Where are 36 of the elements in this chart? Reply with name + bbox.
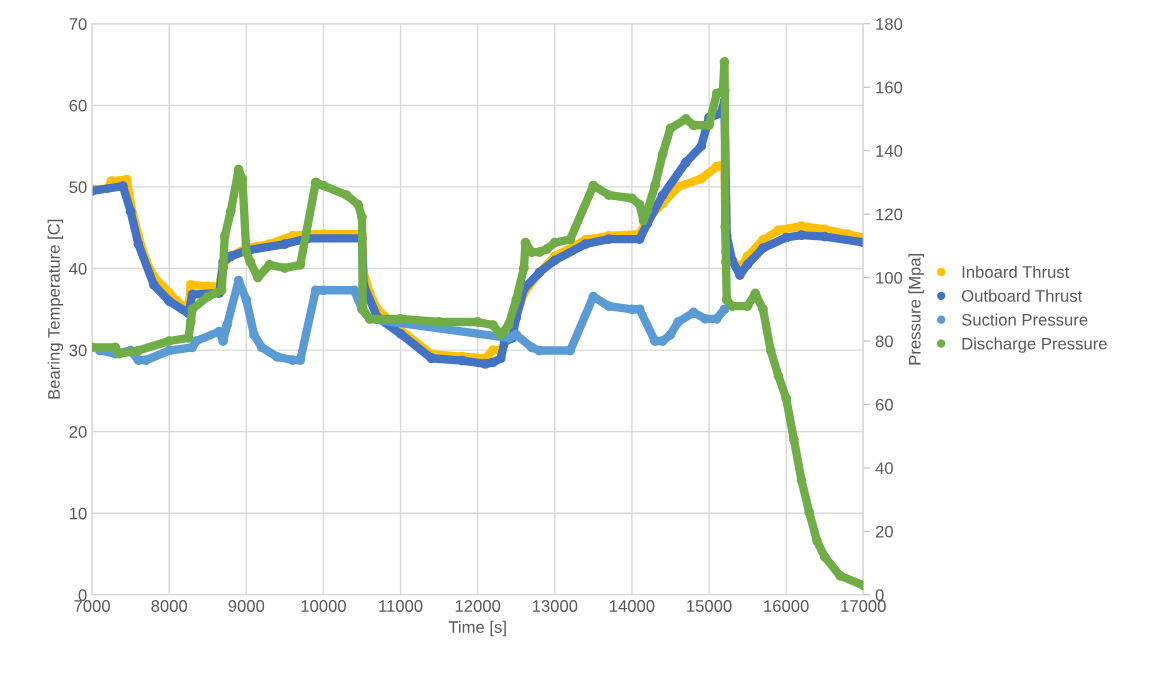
y2-tick-label: 180: [876, 18, 903, 30]
y-axis-title: Bearing Temperature [C]: [47, 219, 64, 399]
y-tick-label: 70: [69, 18, 87, 30]
y2-tick-label: 0: [875, 589, 884, 602]
y2-tick-label: 120: [876, 208, 903, 221]
y2-tick-label: 160: [876, 81, 903, 94]
y2-axis-title: Pressure [Mpa]: [908, 253, 924, 365]
legend-label: Discharge Pressure: [962, 337, 1107, 353]
y-tick-label: 60: [69, 99, 87, 112]
y-tick-label: 0: [78, 589, 87, 602]
x-tick-label: 16000: [764, 600, 809, 612]
x-tick-label: 10000: [301, 600, 346, 612]
x-tick-label: 7000: [74, 600, 110, 612]
legend-label: Inboard Thrust: [962, 265, 1070, 278]
legend-label: Outboard Thrust: [961, 289, 1083, 302]
y2-tick-label: 40: [875, 462, 893, 475]
x-tick-label: 12000: [455, 600, 501, 612]
y-tick-label: 50: [69, 181, 87, 194]
x-tick-label: 15000: [687, 600, 732, 612]
y2-tick-label: 60: [875, 398, 893, 411]
x-tick-label: 11000: [379, 600, 423, 612]
x-tick-label: 9000: [228, 600, 265, 612]
x-axis-title: Time [s]: [448, 620, 506, 637]
x-tick-label: 17000: [841, 600, 886, 612]
y-tick-label: 20: [69, 426, 87, 438]
y2-tick-label: 140: [876, 145, 903, 157]
x-tick-label: 13000: [532, 600, 578, 612]
y-tick-label: 10: [69, 507, 87, 520]
y-tick-label: 40: [69, 262, 87, 275]
x-tick-label: 14000: [610, 600, 655, 612]
y2-tick-label: 80: [875, 335, 893, 348]
legend-label: Suction Pressure: [961, 313, 1088, 326]
y2-tick-label: 100: [876, 271, 903, 284]
x-tick-label: 8000: [151, 600, 188, 612]
y2-tick-label: 20: [875, 525, 893, 538]
y-tick-label: 30: [69, 344, 87, 357]
